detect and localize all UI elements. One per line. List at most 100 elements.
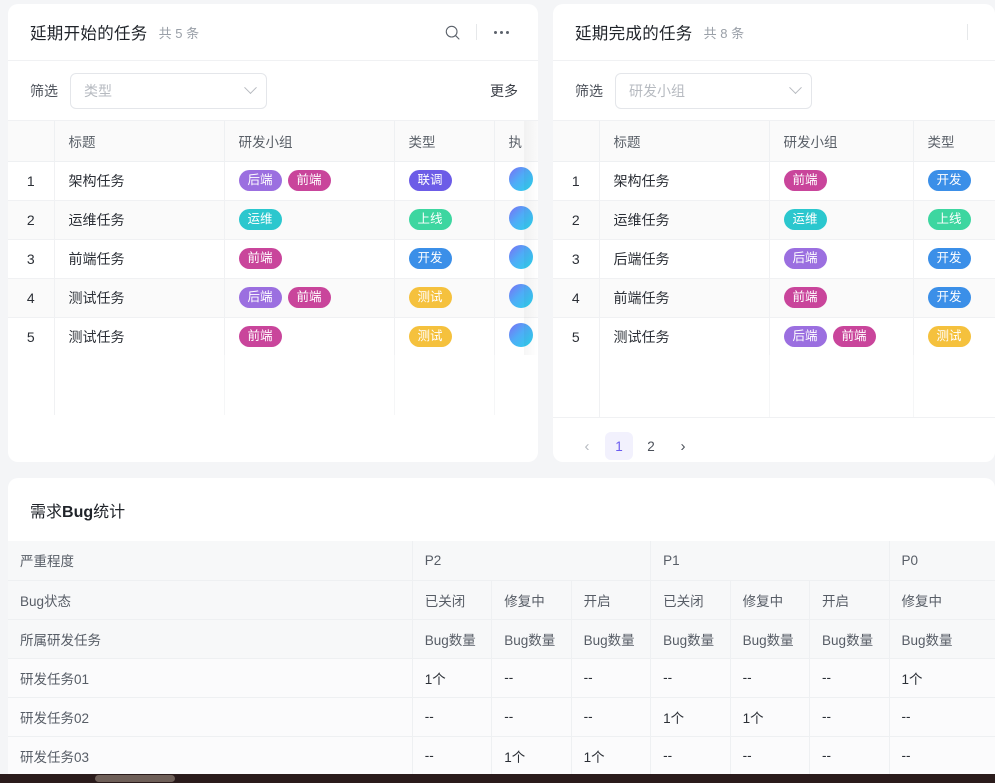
column-header-group[interactable]: 研发小组 <box>769 121 914 162</box>
chevron-down-icon <box>244 81 257 95</box>
left-type-select[interactable]: 类型 <box>70 72 267 109</box>
search-icon[interactable] <box>435 15 469 49</box>
header-severity-p2: P2 <box>412 541 652 581</box>
cell-bug-count: 1个 <box>889 658 995 698</box>
header-status-cell: 修复中 <box>730 580 811 620</box>
table-row[interactable]: 2 运维任务 运维 上线 <box>8 200 538 240</box>
header-status-cell: 开启 <box>571 580 652 620</box>
tag-type: 开发 <box>927 248 971 269</box>
table-row[interactable]: 研发任务03 -- 1个 1个 -- -- -- -- -- <box>8 736 995 774</box>
cell-bug-count: -- <box>412 736 493 774</box>
column-header-owner[interactable]: 执 <box>494 121 538 162</box>
table-row[interactable]: 4 前端任务 前端 开发 <box>553 278 995 318</box>
left-table-empty-area <box>8 355 538 415</box>
cell-type: 测试 <box>913 317 995 355</box>
cell-title: 运维任务 <box>54 200 225 240</box>
tag-group: 前端 <box>783 170 827 191</box>
right-filter-bar: 筛选 研发小组 <box>553 61 995 121</box>
table-row[interactable]: 5 测试任务 后端 前端 测试 <box>553 317 995 355</box>
row-index: 3 <box>8 239 55 279</box>
cell-title: 测试任务 <box>54 278 225 318</box>
column-header-type[interactable]: 类型 <box>913 121 995 162</box>
table-row[interactable]: 3 后端任务 后端 开发 <box>553 239 995 279</box>
column-header-group[interactable]: 研发小组 <box>224 121 395 162</box>
row-index: 5 <box>553 317 600 355</box>
cell-bug-count: -- <box>491 658 572 698</box>
column-header-type[interactable]: 类型 <box>394 121 495 162</box>
header-count-cell: Bug数量 <box>412 619 493 659</box>
right-filter-label: 筛选 <box>575 82 603 99</box>
table-row[interactable]: 研发任务02 -- -- -- 1个 1个 -- -- -- <box>8 697 995 737</box>
scrollbar-thumb[interactable] <box>95 775 175 782</box>
column-header-index[interactable] <box>8 121 55 162</box>
row-index: 3 <box>553 239 600 279</box>
cell-groups: 前端 <box>224 239 395 279</box>
pagination-next[interactable]: › <box>680 437 686 455</box>
right-task-table: 标题 研发小组 类型 1 架构任务 前端 开发 <box>553 121 995 355</box>
left-card-title: 延期开始的任务 <box>30 25 148 43</box>
chevron-down-icon <box>789 81 802 95</box>
table-row[interactable]: 5 测试任务 前端 测试 <box>8 317 538 355</box>
tag-group: 运维 <box>783 209 827 230</box>
tag-type: 开发 <box>927 170 971 191</box>
cell-bug-count: -- <box>730 658 811 698</box>
table-row[interactable]: 研发任务01 1个 -- -- -- -- -- 1个 -- <box>8 658 995 698</box>
tag-group: 后端 <box>238 287 282 308</box>
cell-type: 开发 <box>913 161 995 201</box>
right-table-body: 1 架构任务 前端 开发 2 运维任务 运维 <box>553 161 995 355</box>
table-row[interactable]: 2 运维任务 运维 上线 <box>553 200 995 240</box>
tag-type: 测试 <box>408 326 452 347</box>
cell-bug-count: 1个 <box>650 697 731 737</box>
pagination-page-2[interactable]: 2 <box>647 438 655 454</box>
horizontal-scrollbar[interactable] <box>0 774 995 783</box>
bottom-title-suffix: 统计 <box>93 503 126 521</box>
cell-title: 架构任务 <box>599 161 770 201</box>
cell-bug-count: -- <box>650 736 731 774</box>
cell-type: 上线 <box>913 200 995 240</box>
column-header-title[interactable]: 标题 <box>54 121 225 162</box>
right-group-select[interactable]: 研发小组 <box>615 72 812 109</box>
header-status-cell: 修复中 <box>491 580 572 620</box>
cell-bug-count: -- <box>730 736 811 774</box>
cell-owner <box>494 317 538 355</box>
cell-bug-count: -- <box>571 658 652 698</box>
tag-group: 前端 <box>832 326 876 347</box>
cell-bug-count: -- <box>491 697 572 737</box>
left-task-table: 标题 研发小组 类型 执 1 架构任务 后端 前端 联调 <box>8 121 538 355</box>
header-count-cell: Bug数量 <box>730 619 811 659</box>
column-header-index[interactable] <box>553 121 600 162</box>
bug-stats-table-scroll[interactable]: 严重程度 P2 P1 P0 Bug状态 已关闭 修复中 开启 已关闭 修复中 开… <box>8 541 995 774</box>
table-header-row: 标题 研发小组 类型 执 <box>8 121 538 162</box>
tag-type: 上线 <box>927 209 971 230</box>
column-header-title[interactable]: 标题 <box>599 121 770 162</box>
left-table-scroll[interactable]: 标题 研发小组 类型 执 1 架构任务 后端 前端 联调 <box>8 121 538 355</box>
cell-title: 后端任务 <box>599 239 770 279</box>
row-index: 1 <box>8 161 55 201</box>
avatar <box>508 323 533 347</box>
cell-bug-count: -- <box>889 736 995 774</box>
right-table-scroll[interactable]: 标题 研发小组 类型 1 架构任务 前端 开发 <box>553 121 995 355</box>
left-more-link[interactable]: 更多 <box>490 82 518 99</box>
pagination-page-1[interactable]: 1 <box>605 432 633 460</box>
header-status-cell: 已关闭 <box>650 580 731 620</box>
pagination-prev[interactable]: ‹ <box>584 437 590 455</box>
header-status-cell: 开启 <box>809 580 890 620</box>
more-dots-icon[interactable] <box>484 15 518 49</box>
cell-task-name: 研发任务03 <box>8 736 413 774</box>
header-severity-p0: P0 <box>889 541 995 581</box>
table-row[interactable]: 3 前端任务 前端 开发 <box>8 239 538 279</box>
table-row[interactable]: 4 测试任务 后端 前端 测试 <box>8 278 538 318</box>
table-row[interactable]: 1 架构任务 前端 开发 <box>553 161 995 201</box>
left-filter-label: 筛选 <box>30 82 58 99</box>
header-divider <box>476 24 477 40</box>
left-type-select-value: 类型 <box>84 82 112 99</box>
cell-title: 测试任务 <box>599 317 770 355</box>
bottom-card-title: 需求Bug统计 <box>30 498 125 522</box>
header-count-cell: Bug数量 <box>809 619 890 659</box>
table-row[interactable]: 1 架构任务 后端 前端 联调 <box>8 161 538 201</box>
cell-groups: 前端 <box>769 161 914 201</box>
header-count-cell: Bug数量 <box>571 619 652 659</box>
cell-type: 开发 <box>394 239 495 279</box>
bug-count-header-row: 所属研发任务 Bug数量 Bug数量 Bug数量 Bug数量 Bug数量 Bug… <box>8 619 995 659</box>
